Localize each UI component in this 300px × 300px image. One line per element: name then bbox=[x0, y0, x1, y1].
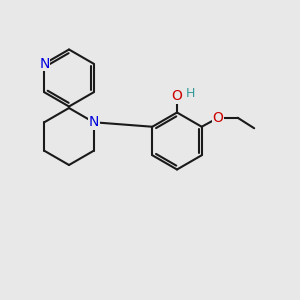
Text: H: H bbox=[185, 87, 195, 100]
Text: O: O bbox=[172, 89, 182, 103]
Text: O: O bbox=[213, 111, 224, 125]
Text: N: N bbox=[88, 115, 99, 129]
Text: N: N bbox=[39, 57, 50, 71]
